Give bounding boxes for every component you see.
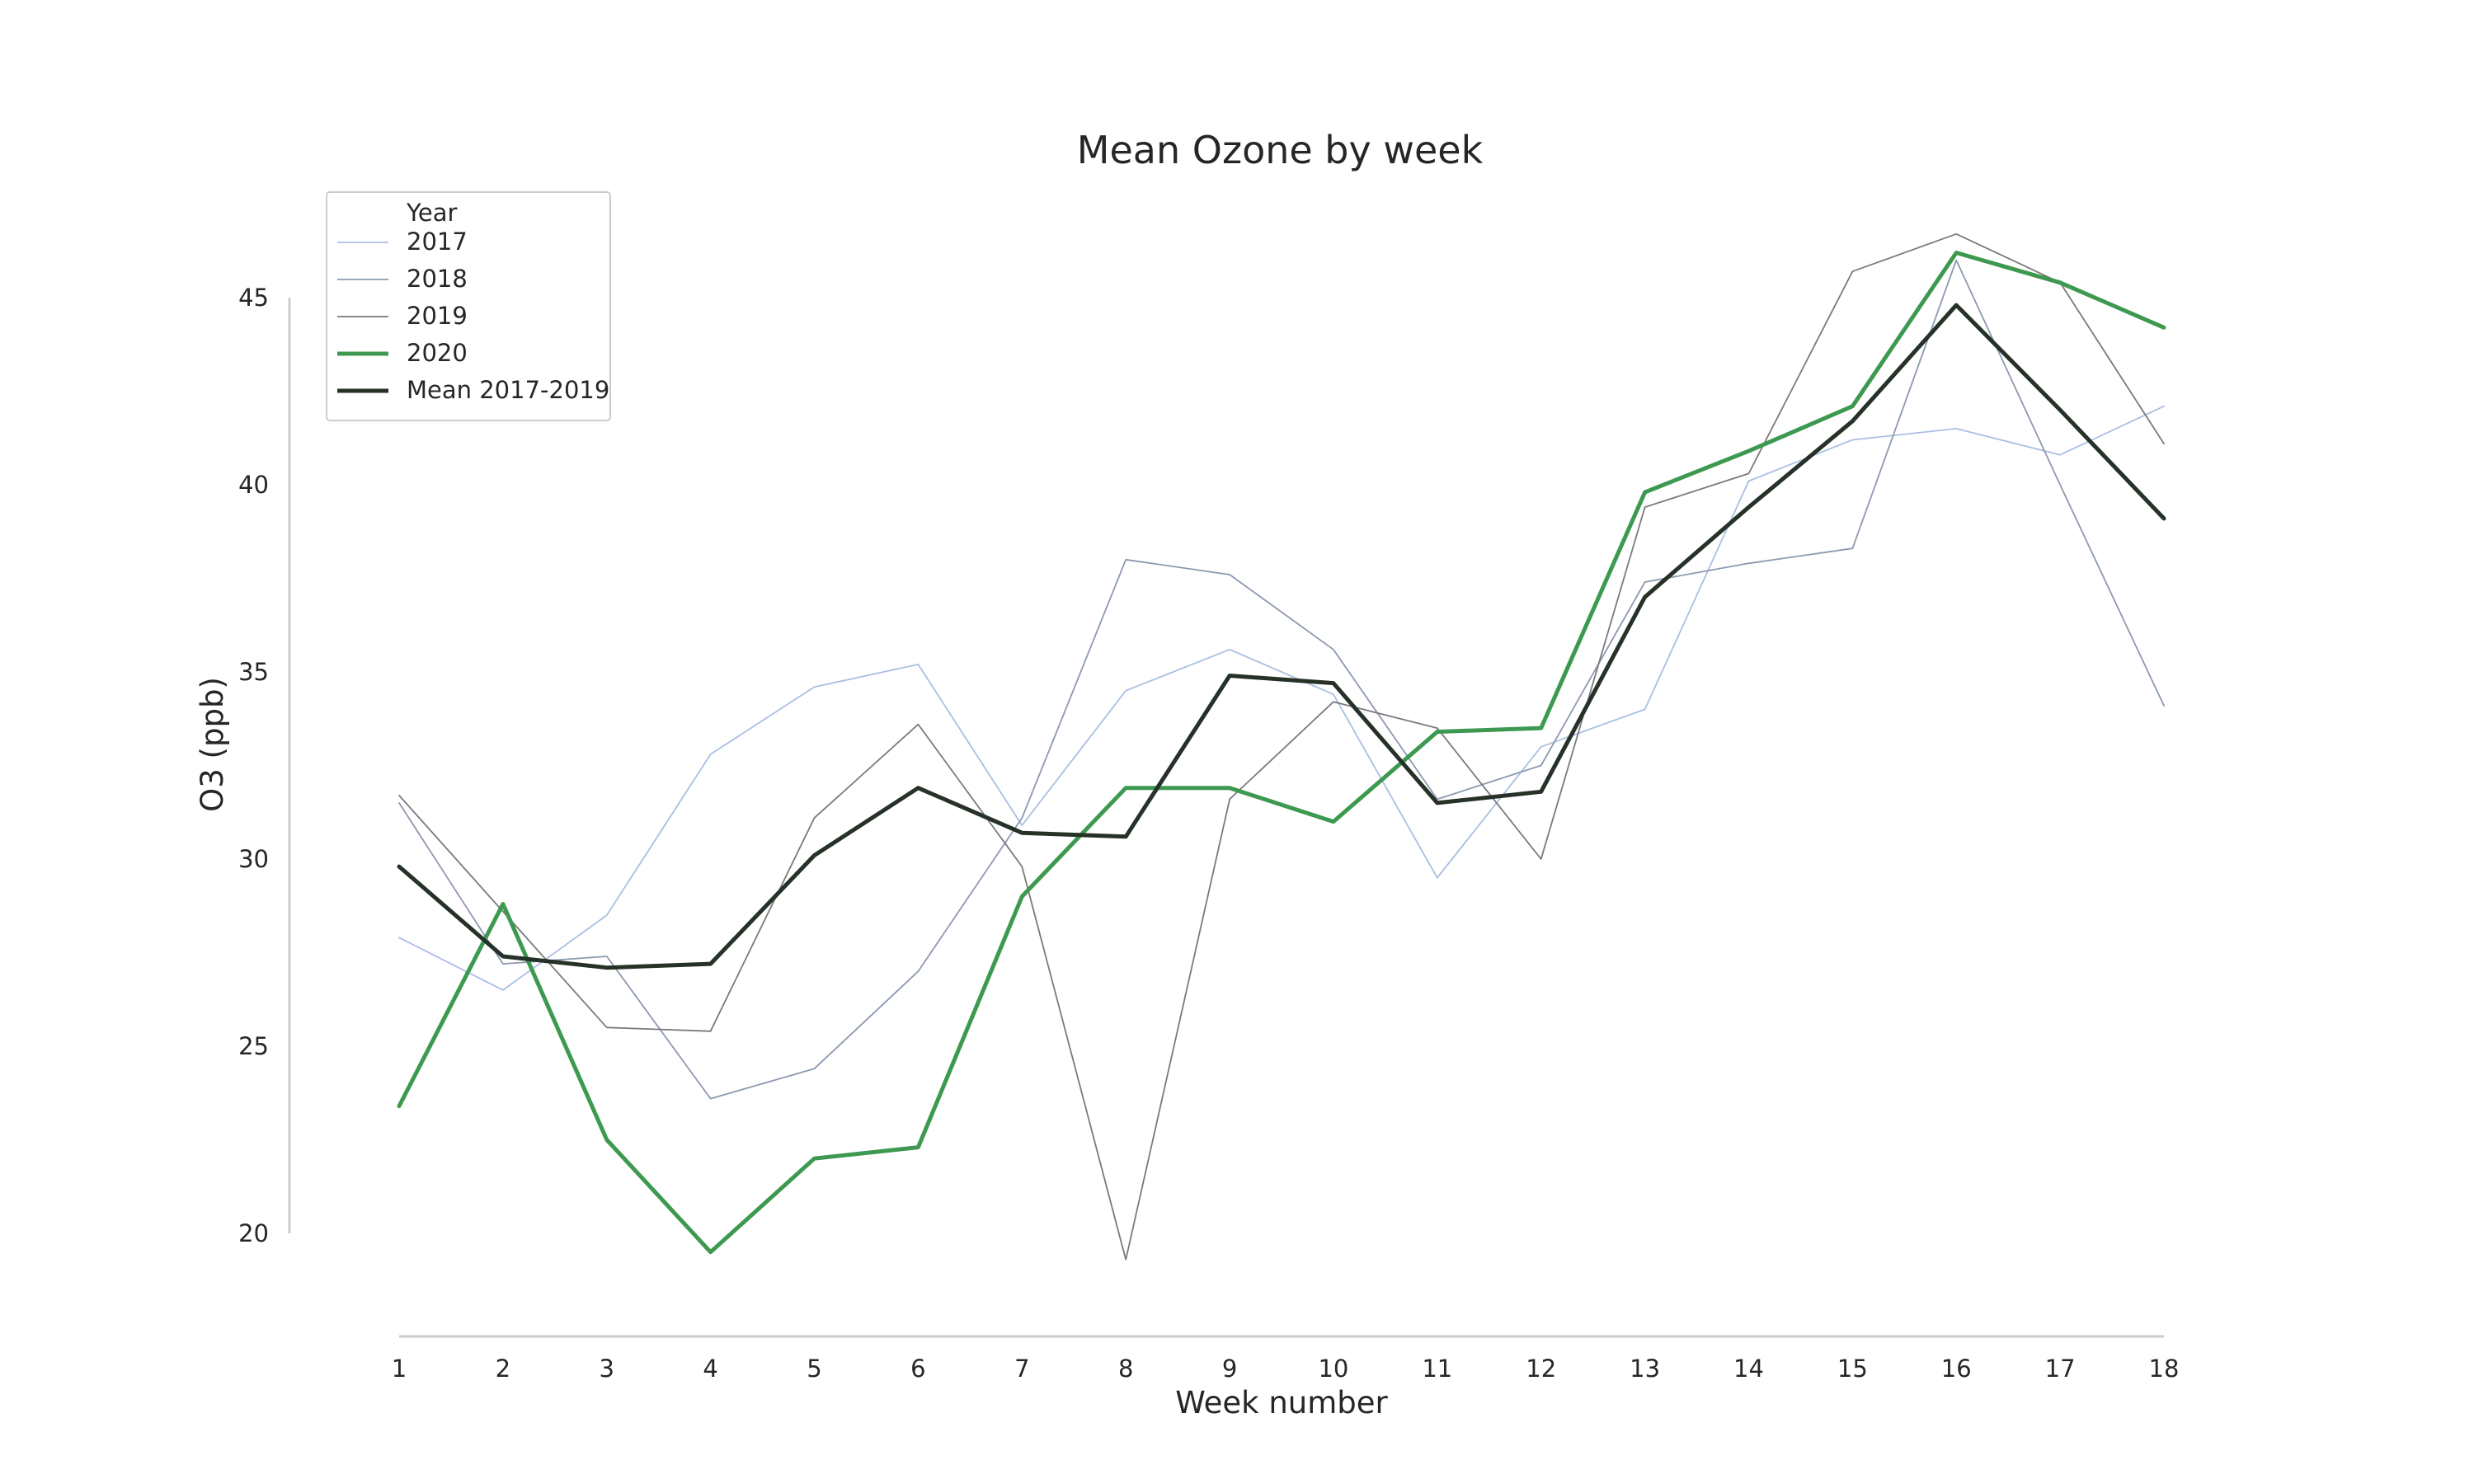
y-tick-label: 45 [238, 284, 269, 312]
legend-entry-label: 2017 [407, 228, 468, 256]
x-tick-label: 2 [496, 1355, 510, 1383]
legend-title: Year [406, 199, 457, 227]
y-axis-label: O3 (ppb) [195, 677, 230, 812]
x-axis-label: Week number [1175, 1385, 1388, 1421]
y-tick-label: 35 [238, 658, 269, 686]
y-tick-label: 30 [238, 845, 269, 873]
series-line-2020 [397, 251, 2166, 1255]
x-tick-label: 17 [2045, 1355, 2076, 1383]
x-tick-label: 10 [1318, 1355, 1348, 1383]
x-tick-label: 9 [1222, 1355, 1237, 1383]
legend: Year 2017 2018 2019 2020 Mean 2017-2019 [326, 191, 611, 421]
x-tick-label: 1 [392, 1355, 407, 1383]
y-tick-label: 25 [238, 1032, 269, 1060]
y-axis-ticks: 20 25 30 35 40 45 [238, 284, 269, 1247]
x-tick-label: 12 [1526, 1355, 1556, 1383]
x-tick-label: 3 [600, 1355, 614, 1383]
chart-title: Mean Ozone by week [1077, 128, 1484, 172]
x-tick-label: 15 [1837, 1355, 1868, 1383]
x-tick-label: 5 [807, 1355, 821, 1383]
legend-entry-label: 2020 [407, 339, 468, 367]
x-tick-label: 13 [1630, 1355, 1660, 1383]
x-tick-label: 4 [703, 1355, 717, 1383]
legend-entry-label: 2018 [407, 265, 468, 293]
x-tick-label: 14 [1733, 1355, 1764, 1383]
legend-entry-label: Mean 2017-2019 [407, 376, 609, 404]
y-tick-label: 40 [238, 471, 269, 499]
legend-box [326, 191, 611, 421]
x-tick-label: 16 [1941, 1355, 1972, 1383]
x-tick-label: 8 [1118, 1355, 1133, 1383]
plot-area [397, 232, 2166, 1261]
series-line-2017 [398, 405, 2165, 991]
x-axis-ticks: 1 2 3 4 5 6 7 8 9 10 11 12 13 14 15 16 17 18 [392, 1355, 2180, 1383]
x-tick-label: 6 [910, 1355, 925, 1383]
series-line-2018 [398, 259, 2165, 1100]
x-tick-label: 7 [1014, 1355, 1029, 1383]
series-line-2019 [398, 232, 2165, 1261]
series-line-mean-2017-2019 [397, 303, 2166, 970]
x-tick-label: 18 [2149, 1355, 2180, 1383]
x-tick-label: 11 [1422, 1355, 1452, 1383]
y-tick-label: 20 [238, 1219, 269, 1247]
legend-entry-label: 2019 [407, 302, 468, 330]
